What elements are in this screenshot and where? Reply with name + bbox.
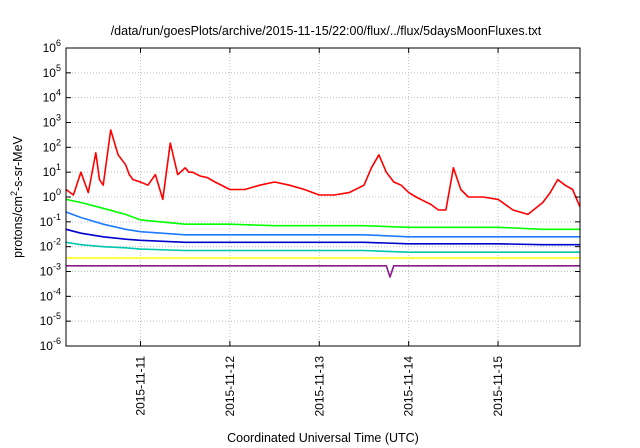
- y-tick-label: 10-3: [40, 262, 61, 279]
- y-tick-label: 10-6: [40, 336, 61, 353]
- y-axis-label: protons/cm2-s-sr-MeV: [9, 135, 25, 257]
- y-tick-label: 10-2: [40, 237, 61, 254]
- y-tick-label: 10-4: [40, 286, 61, 303]
- chart-title: /data/run/goesPlots/archive/2015-11-15/2…: [111, 24, 542, 38]
- series-layer: [65, 129, 581, 278]
- x-axis-label: Coordinated Universal Time (UTC): [227, 431, 419, 445]
- y-tick-label: 10-1: [40, 212, 61, 229]
- y-tick-label: 105: [43, 63, 61, 80]
- y-tick-label: 10-5: [40, 311, 61, 328]
- y-tick-label: 102: [43, 137, 61, 154]
- x-tick-label: 2015-11-11: [133, 356, 147, 416]
- y-tick-label: 106: [43, 38, 61, 55]
- x-tick-label: 2015-11-12: [223, 356, 237, 417]
- grid: [66, 48, 580, 346]
- y-tick-label: 103: [43, 113, 61, 130]
- x-axis: 2015-11-11 2015-11-12 2015-11-13 2015-11-14…: [133, 48, 505, 417]
- y-axis-label-prefix: protons/cm: [11, 196, 25, 258]
- y-tick-label: 104: [43, 88, 61, 105]
- series-line-7: [66, 264, 580, 278]
- series-line-5: [65, 241, 580, 253]
- plot-frame: [65, 47, 581, 347]
- series-line-2: [65, 198, 580, 231]
- x-tick-label: 2015-11-14: [402, 356, 416, 417]
- series-line-4: [65, 228, 580, 246]
- y-axis: 10-6 10-5 10-4 10-3 10-2 10-1 100 101 102 103 104 1…: [40, 38, 580, 353]
- y-tick-label: 101: [43, 162, 61, 179]
- x-tick-label: 2015-11-15: [491, 356, 505, 417]
- y-tick-label: 100: [43, 187, 61, 204]
- series-line-3: [65, 211, 580, 238]
- series-line-1: [65, 129, 581, 216]
- x-tick-label: 2015-11-13: [312, 356, 326, 417]
- y-axis-label-sup: 2: [9, 191, 19, 196]
- y-axis-label-suffix: -s-sr-MeV: [11, 135, 25, 191]
